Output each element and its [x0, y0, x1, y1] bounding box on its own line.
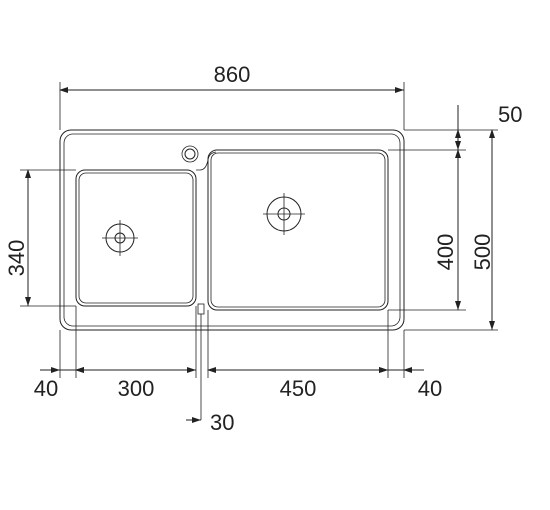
label-400: 400 — [433, 234, 458, 271]
tap-hole-rim — [182, 146, 198, 162]
sink-dimension-diagram: 860 50 400 500 340 40 300 30 450 40 — [0, 0, 550, 510]
label-340: 340 — [4, 240, 29, 277]
outer-tray — [60, 130, 404, 330]
right-drain — [263, 193, 305, 235]
left-drain — [102, 220, 138, 256]
label-860: 860 — [214, 62, 251, 87]
label-30: 30 — [210, 410, 234, 435]
label-50: 50 — [498, 102, 522, 127]
sink-body — [60, 130, 404, 330]
right-bowl-inner — [211, 153, 385, 307]
label-300: 300 — [118, 376, 155, 401]
label-450: 450 — [280, 376, 317, 401]
tap-hole — [185, 149, 195, 159]
overflow-slot — [198, 304, 204, 314]
label-500: 500 — [470, 234, 495, 271]
label-40-left: 40 — [34, 376, 58, 401]
dimension-text: 860 50 400 500 340 40 300 30 450 40 — [4, 62, 522, 435]
extension-lines — [20, 82, 498, 420]
label-40-right: 40 — [418, 376, 442, 401]
outer-tray-lip — [64, 134, 400, 326]
dimension-lines — [28, 90, 492, 420]
right-bowl — [208, 150, 388, 310]
